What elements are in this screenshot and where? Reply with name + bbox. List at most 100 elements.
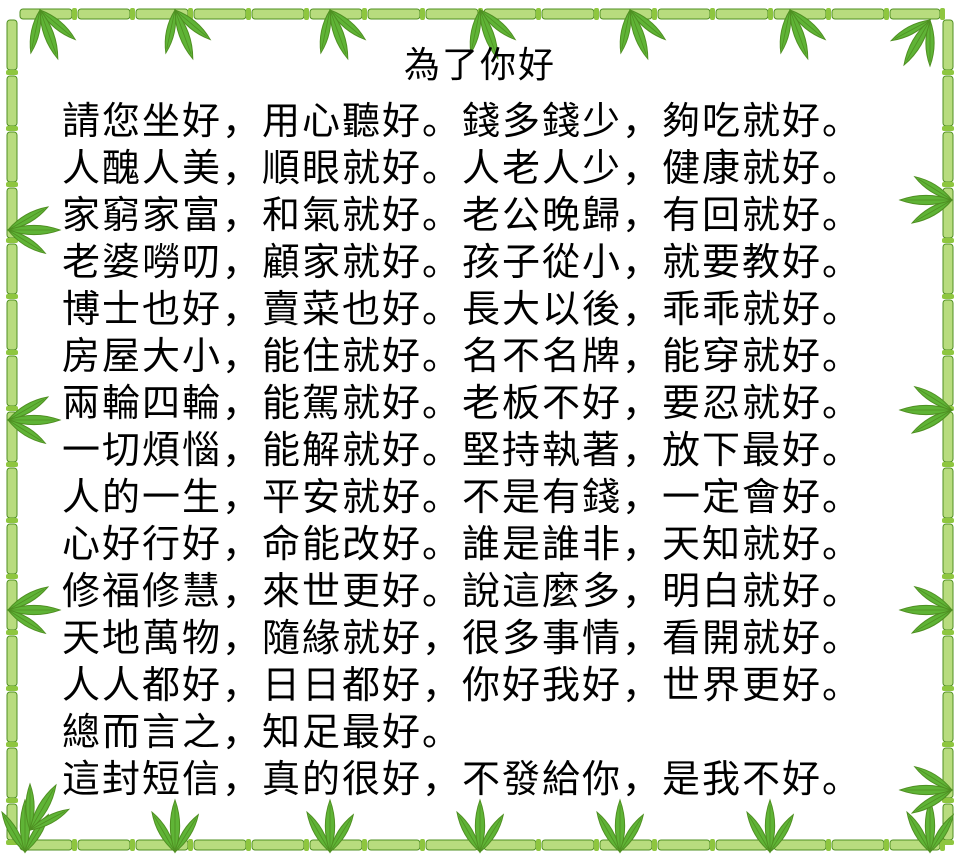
bamboo-leaf: [769, 813, 795, 854]
bamboo-segment: [942, 411, 954, 463]
poem-line: 天地萬物，隨緣就好，很多事情，看開就好。: [62, 615, 942, 662]
poem-line: 人人都好，日日都好，你好我好，世界更好。: [62, 662, 942, 709]
poem-line: 博士也好，賣菜也好。長大以後，乖乖就好。: [62, 286, 942, 333]
bamboo-segment: [942, 523, 954, 575]
poem-segment: 長大以後，: [462, 287, 663, 331]
bamboo-node: [940, 8, 945, 20]
bamboo-segment: [889, 8, 941, 20]
bamboo-segment: [77, 839, 131, 851]
poem-segment: 能住就好。: [262, 334, 463, 378]
poem-segment: 能穿就好。: [662, 334, 863, 378]
poem-segment: 來世更好。: [262, 569, 463, 613]
bamboo-segment: [19, 839, 73, 851]
bamboo-node: [6, 462, 18, 467]
bamboo-segment: [367, 839, 421, 851]
poem-line: 兩輪四輪，能駕就好。老板不好，要忍就好。: [62, 380, 942, 427]
poem-segment: 天地萬物，: [62, 616, 263, 660]
bamboo-leaf: [6, 229, 47, 255]
poem-body: 請您坐好，用心聽好。錢多錢少，夠吃就好。 人醜人美，順眼就好。人老人少，健康就好…: [62, 98, 942, 803]
bamboo-segment: [657, 839, 711, 851]
poem-segment: 人醜人美，: [62, 146, 263, 190]
bamboo-segment: [77, 8, 131, 20]
bamboo-node: [6, 238, 18, 243]
bamboo-node: [6, 406, 18, 411]
bamboo-node: [246, 839, 251, 851]
bamboo-segment: [251, 8, 305, 20]
bamboo-leaf: [929, 813, 955, 854]
bamboo-node: [6, 840, 18, 845]
bamboo-leaf: [151, 810, 176, 854]
bamboo-node: [6, 574, 18, 579]
bamboo-node: [942, 840, 954, 845]
bamboo-segment: [483, 839, 537, 851]
bamboo-node: [594, 839, 599, 851]
bamboo-segment: [367, 8, 421, 20]
poem-segment: 看開就好。: [662, 616, 863, 660]
poem-segment: 放下最好。: [662, 428, 863, 472]
poem-segment: 平安就好。: [262, 475, 463, 519]
bamboo-leaf: [456, 810, 481, 854]
bamboo-leaf: [479, 813, 505, 854]
bamboo-segment: [6, 579, 18, 631]
bamboo-node: [188, 8, 193, 20]
bamboo-segment: [942, 635, 954, 687]
bamboo-node: [72, 8, 77, 20]
poem-segment: 總而言之，: [62, 710, 263, 754]
poem-segment: 天知就好。: [662, 522, 863, 566]
poem-line: 心好行好，命能改好。誰是誰非，天知就好。: [62, 521, 942, 568]
bamboo-node: [942, 518, 954, 523]
bamboo-node: [72, 839, 77, 851]
bamboo-node: [478, 8, 483, 20]
bamboo-node: [942, 406, 954, 411]
poem-line: 修福修慧，來世更好。說這麼多，明白就好。: [62, 568, 942, 615]
bamboo-segment: [773, 839, 827, 851]
bamboo-node: [884, 839, 889, 851]
bamboo-node: [6, 518, 18, 523]
poem-segment: 賣菜也好。: [262, 287, 463, 331]
bamboo-segment: [715, 8, 769, 20]
bamboo-segment: [309, 8, 363, 20]
poem-segment: 是我不好。: [662, 757, 863, 801]
poem-title: 為了你好: [403, 45, 556, 86]
bamboo-leaf: [628, 9, 667, 41]
bamboo-leaf: [19, 798, 31, 854]
bamboo-leaf: [6, 414, 62, 426]
poem-segment: 你好我好，: [462, 663, 663, 707]
bamboo-node: [652, 839, 657, 851]
bamboo-segment: [942, 691, 954, 743]
bamboo-node: [942, 182, 954, 187]
bamboo-leaf: [788, 9, 827, 41]
poem-segment: 真的很好，: [262, 757, 463, 801]
bamboo-node: [942, 798, 954, 803]
poem-segment: 人的一生，: [62, 475, 263, 519]
bamboo-segment: [942, 355, 954, 407]
bamboo-leaf: [29, 783, 57, 832]
poem-line: 總而言之，知足最好。: [62, 709, 942, 756]
poem-segment: 很多事情，: [462, 616, 663, 660]
poem-segment: 知足最好。: [262, 710, 463, 754]
poem-segment: 一切煩惱，: [62, 428, 263, 472]
bamboo-segment: [135, 8, 189, 20]
bamboo-node: [6, 182, 18, 187]
bamboo-leaf: [169, 798, 181, 854]
poem-segment: 孩子從小，: [462, 240, 663, 284]
poem-line: 人的一生，平安就好。不是有錢，一定會好。: [62, 474, 942, 521]
poem-segment: 這封短信，: [62, 757, 263, 801]
poem-segment: 老公晚歸，: [462, 193, 663, 237]
poem-segment: 博士也好，: [62, 287, 263, 331]
poem-segment: 人人都好，: [62, 663, 263, 707]
bamboo-segment: [193, 8, 247, 20]
bamboo-node: [420, 8, 425, 20]
poem-segment: 不發給你，: [462, 757, 663, 801]
bamboo-segment: [309, 839, 363, 851]
bamboo-segment: [6, 411, 18, 463]
poem-segment: 用心聽好。: [262, 99, 463, 143]
bamboo-node: [768, 839, 773, 851]
bamboo-node: [6, 126, 18, 131]
bamboo-node: [942, 462, 954, 467]
bamboo-node: [940, 839, 945, 851]
bamboo-leaf: [6, 224, 62, 236]
bamboo-node: [942, 350, 954, 355]
bamboo-node: [826, 8, 831, 20]
bamboo-segment: [483, 8, 537, 20]
